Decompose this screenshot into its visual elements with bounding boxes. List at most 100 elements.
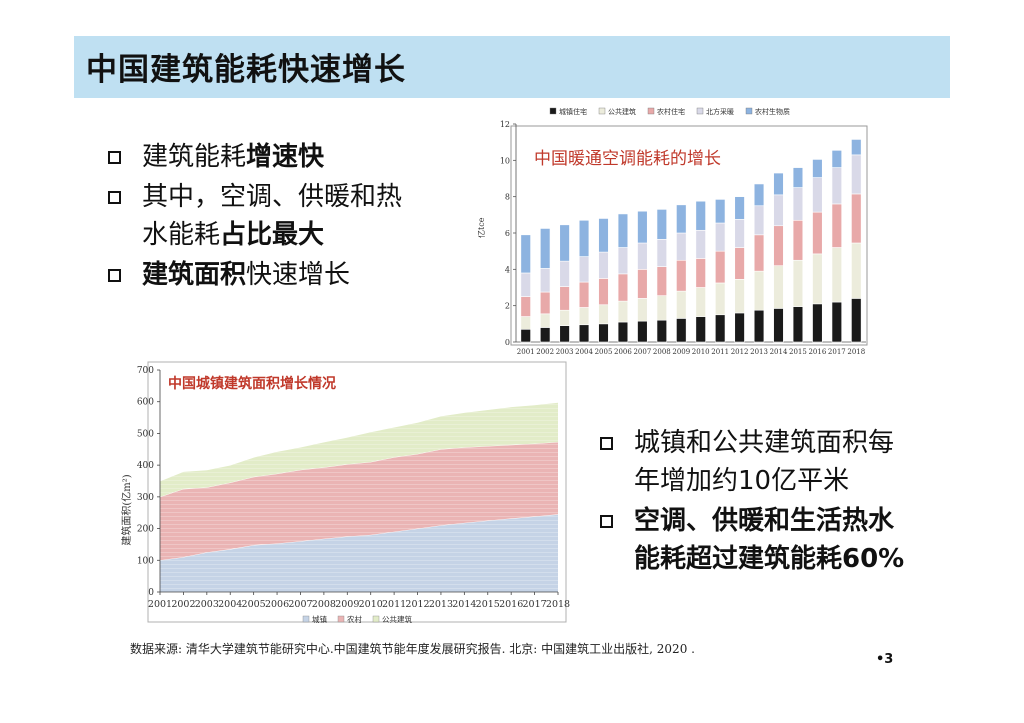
- area-x-tick-label: 2018: [546, 599, 570, 610]
- area-x-tick-label: 2010: [359, 599, 383, 610]
- bar-segment: [540, 327, 551, 343]
- bar-segment: [559, 309, 570, 326]
- bar-segment: [753, 270, 765, 311]
- bar-x-tick-label: 2001: [517, 348, 535, 356]
- bar-segment: [617, 273, 629, 302]
- bar-segment: [598, 278, 609, 306]
- bar-segment: [637, 298, 648, 322]
- legend-swatch: [549, 107, 557, 115]
- legend-label: 农村: [347, 614, 362, 624]
- bar-segment: [656, 266, 667, 296]
- bar-y-tick-label: 10: [500, 156, 510, 165]
- bar-segment: [540, 291, 551, 315]
- area-y-tick-label: 0: [148, 588, 154, 598]
- bullet-text: 其中，空调、供暖和热: [142, 182, 403, 212]
- bar-segment: [598, 251, 609, 279]
- bullet-list-bottom: 城镇和公共建筑面积每 年增加约10亿平米 空调、供暖和生活热水 能耗超过建筑能耗60%: [600, 424, 904, 580]
- bullets_bottom-bullet: 空调、供暖和生活热水 能耗超过建筑能耗60%: [600, 502, 904, 578]
- legend-label: 农村生物质: [755, 107, 790, 116]
- area-x-tick-label: 2004: [218, 599, 242, 610]
- bar-segment: [734, 247, 745, 280]
- bar-segment: [792, 187, 804, 221]
- bar-segment: [831, 301, 842, 343]
- area-x-tick-label: 2016: [499, 599, 523, 610]
- bar-segment: [831, 203, 842, 248]
- area-x-tick-label: 2006: [265, 599, 289, 610]
- bar-x-tick-label: 2004: [575, 348, 593, 356]
- bar-segment: [617, 321, 629, 343]
- legend-swatch: [372, 615, 380, 623]
- bullets_top-bullet: 建筑能耗增速快: [108, 138, 402, 176]
- checkbox-bullet-icon: [108, 269, 121, 282]
- bar-segment: [851, 242, 862, 299]
- area-x-tick-label: 2002: [171, 599, 195, 610]
- bullet-line: 建筑面积快速增长: [142, 256, 402, 294]
- bullet-text: 水能耗: [142, 220, 221, 250]
- area-series-公共建筑: [160, 402, 558, 497]
- bar-segment: [676, 232, 687, 261]
- legend-label: 公共建筑: [382, 614, 412, 624]
- area-x-tick-label: 2011: [382, 599, 406, 610]
- bar-segment: [695, 258, 706, 288]
- bar-segment: [598, 304, 609, 325]
- bar-y-tick-label: 12: [500, 120, 510, 129]
- checkbox-bullet-icon: [600, 515, 613, 528]
- bar-segment: [773, 265, 784, 309]
- bar-segment: [578, 219, 590, 257]
- area-x-tick-label: 2009: [335, 599, 359, 610]
- bar-segment: [676, 259, 687, 292]
- bar-segment: [578, 281, 590, 308]
- bar-segment: [753, 183, 765, 207]
- area-x-tick-label: 2017: [522, 599, 546, 610]
- bar-segment: [734, 219, 745, 248]
- bar-segment: [540, 313, 551, 328]
- legend-label: 城镇住宅: [559, 107, 587, 116]
- area-chart-legend: 城镇 农村 公共建筑: [302, 614, 412, 624]
- bar-y-tick-label: 0: [505, 338, 510, 347]
- area-x-tick-label: 2015: [476, 599, 500, 610]
- bullet-text-bold: 能耗超过建筑能耗60%: [634, 544, 905, 574]
- bar-segment: [540, 228, 551, 269]
- area-x-tick-label: 2005: [242, 599, 266, 610]
- page-number: •3: [876, 652, 894, 667]
- bar-segment: [637, 269, 648, 299]
- bar-segment: [695, 229, 706, 259]
- area-x-tick-label: 2014: [452, 599, 476, 610]
- area-x-tick-label: 2008: [312, 599, 336, 610]
- bullet-line: 能耗超过建筑能耗60%: [634, 540, 904, 578]
- bar-segment: [637, 242, 648, 270]
- bullet-list-top: 建筑能耗增速快 其中，空调、供暖和热 水能耗占比最大 建筑面积快速增长: [108, 138, 402, 296]
- bar-segment: [559, 286, 570, 311]
- bar-x-tick-label: 2002: [536, 348, 554, 356]
- bar-segment: [831, 150, 842, 168]
- bullet-text: 建筑能耗: [142, 142, 247, 172]
- bar-x-tick-label: 2006: [614, 348, 632, 356]
- bar-segment: [520, 272, 531, 297]
- bar-segment: [715, 222, 726, 252]
- bar-segment: [695, 316, 706, 343]
- bar-x-tick-label: 2014: [770, 348, 788, 356]
- bar-x-tick-label: 2008: [653, 348, 671, 356]
- bar-segment: [812, 253, 823, 305]
- title-bar: [74, 36, 950, 98]
- bullet-text-bold: 建筑面积: [142, 260, 247, 290]
- bar-segment: [753, 205, 765, 236]
- bar-x-tick-label: 2012: [731, 348, 749, 356]
- bullet-line: 水能耗占比最大: [142, 216, 402, 254]
- legend-label: 北方采暖: [706, 107, 734, 116]
- legend-label: 城镇: [312, 614, 327, 624]
- bar-y-tick-label: 6: [505, 229, 510, 238]
- area-y-tick-label: 700: [137, 366, 154, 376]
- area-x-tick-label: 2003: [195, 599, 219, 610]
- bullet-text-bold: 占比最大: [220, 220, 325, 250]
- bar-segment: [559, 325, 570, 343]
- bar-x-tick-label: 2007: [633, 348, 651, 356]
- bar-segment: [676, 290, 687, 319]
- bar-segment: [617, 213, 629, 248]
- bar-segment: [520, 234, 531, 274]
- bar-segment: [676, 204, 687, 234]
- bar-segment: [734, 312, 745, 343]
- bar-y-tick-label: 8: [505, 193, 510, 202]
